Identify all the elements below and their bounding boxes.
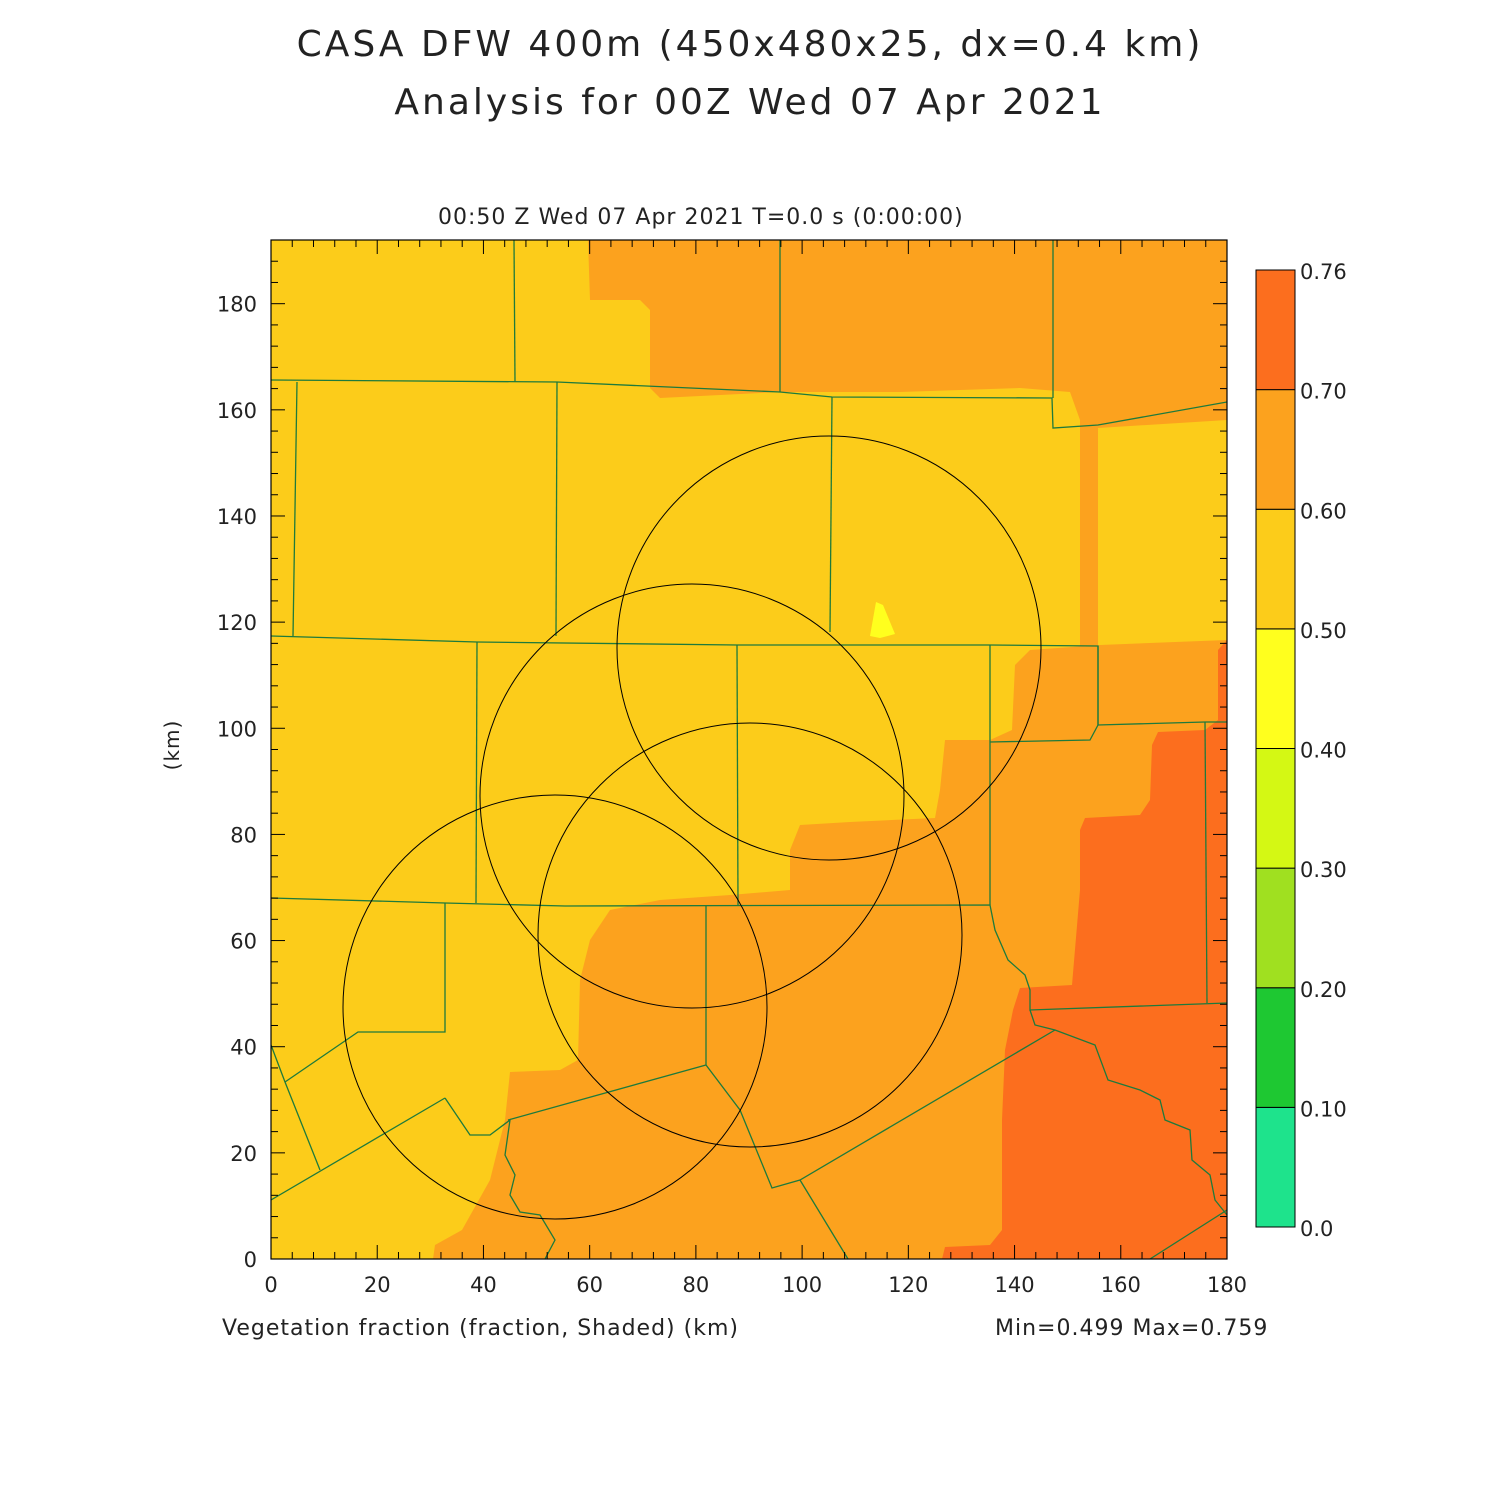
- y-tick-label: 100: [217, 717, 257, 741]
- x-tick-label: 60: [576, 1273, 603, 1297]
- vegetation-field: [271, 240, 1227, 1259]
- x-tick-label: 0: [264, 1273, 277, 1297]
- colorbar-label: 0.60: [1300, 499, 1347, 523]
- radar-ring-3: [537, 722, 963, 1148]
- shade-060-070-north: [588, 240, 1227, 650]
- y-tick-label: 120: [217, 611, 257, 635]
- colorbar-label: 0.20: [1300, 978, 1347, 1002]
- x-tick-label: 180: [1207, 1273, 1247, 1297]
- colorbar-swatch: [1255, 748, 1296, 869]
- radar-ring-2: [479, 583, 905, 1009]
- valid-time-label: 00:50 Z Wed 07 Apr 2021 T=0.0 s (0:00:00…: [438, 205, 964, 230]
- x-axis-label: Vegetation fraction (fraction, Shaded) (…: [222, 1316, 739, 1341]
- y-tick-label: 40: [230, 1036, 257, 1060]
- y-tick-label: 80: [230, 823, 257, 847]
- min-max-label: Min=0.499 Max=0.759: [995, 1316, 1269, 1341]
- radar-range-rings: [342, 435, 1042, 1220]
- y-tick-label: 160: [217, 399, 257, 423]
- colorbar-swatch: [1255, 269, 1296, 391]
- colorbar-label: 0.76: [1300, 260, 1347, 284]
- x-tick-label: 140: [995, 1273, 1035, 1297]
- x-tick-label: 40: [470, 1273, 497, 1297]
- colorbar-label: 0.40: [1300, 739, 1347, 763]
- x-tick-label: 160: [1101, 1273, 1141, 1297]
- colorbar: 0.0 0.10 0.20 0.30 0.40 0.50 0.60 0.70 0.76: [1255, 260, 1347, 1241]
- colorbar-swatch: [1255, 867, 1296, 989]
- colorbar-swatch: [1255, 389, 1296, 510]
- colorbar-swatch: [1255, 1106, 1296, 1228]
- x-tick-label: 80: [683, 1273, 710, 1297]
- x-tick-label: 20: [364, 1273, 391, 1297]
- colorbar-label: 0.0: [1300, 1217, 1333, 1241]
- axis-ticks: [270, 239, 1228, 1260]
- colorbar-swatch: [1255, 987, 1296, 1108]
- colorbar-swatch: [1255, 628, 1296, 749]
- axis-tick-labels: 0 20 40 60 80 100 120 140 160 180 0 20 40 60 80 100 120 1…: [217, 293, 1247, 1297]
- colorbar-swatch: [1255, 508, 1296, 630]
- figure-subtitle: Analysis for 00Z Wed 07 Apr 2021: [394, 82, 1106, 123]
- radar-ring-1: [616, 435, 1042, 861]
- radar-ring-4: [342, 794, 768, 1220]
- x-tick-label: 120: [888, 1273, 928, 1297]
- y-tick-label: 60: [230, 930, 257, 954]
- y-tick-label: 140: [217, 505, 257, 529]
- colorbar-label: 0.50: [1300, 619, 1347, 643]
- x-tick-label: 100: [782, 1273, 822, 1297]
- y-tick-label: 180: [217, 293, 257, 317]
- shade-040-050-spot: [870, 602, 895, 638]
- colorbar-label: 0.30: [1300, 858, 1347, 882]
- y-tick-label: 0: [244, 1248, 257, 1272]
- shade-070-076: [942, 640, 1227, 1259]
- y-tick-label: 20: [230, 1142, 257, 1166]
- figure-title: CASA DFW 400m (450x480x25, dx=0.4 km): [296, 24, 1204, 65]
- colorbar-label: 0.70: [1300, 380, 1347, 404]
- colorbar-label: 0.10: [1300, 1097, 1347, 1121]
